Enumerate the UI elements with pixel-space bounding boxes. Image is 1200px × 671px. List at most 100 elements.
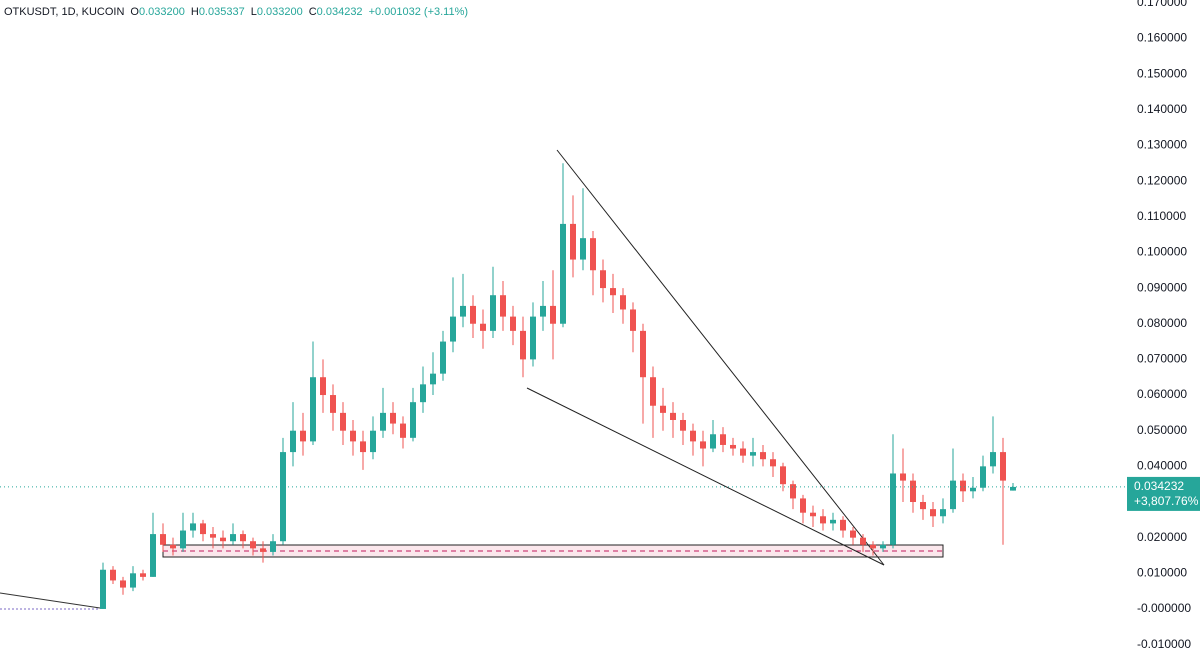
candle-body (250, 541, 256, 549)
wedge-lower-line (526, 387, 885, 566)
candle-body (950, 480, 956, 510)
candle-body (910, 480, 916, 503)
candle-body (590, 238, 596, 271)
last-price-label: 0.034232 (1134, 479, 1184, 493)
candle-body (370, 430, 376, 453)
y-tick-label: 0.020000 (1137, 530, 1187, 544)
candle-body (780, 466, 786, 485)
symbol: OTKUSDT, 1D, KUCOIN (4, 6, 124, 18)
candle-body (390, 412, 396, 424)
candle-body (920, 502, 926, 510)
candle-body (930, 509, 936, 517)
wedge-upper-line (556, 149, 885, 566)
price-axis: 0.170000 0.160000 0.150000 0.140000 0.130000… (1127, 0, 1200, 651)
ohlc-value: 0.035337 (199, 6, 245, 18)
y-tick-label: -0.010000 (1137, 637, 1191, 651)
candle-body (600, 270, 606, 289)
candle-body (770, 459, 776, 467)
ohlc-key: C (309, 6, 317, 18)
y-tick-label: 0.010000 (1137, 565, 1187, 579)
ohlc-key: L (251, 6, 257, 18)
candle-body (340, 412, 346, 431)
candle-body (140, 573, 146, 577)
candle-body (540, 305, 546, 317)
y-tick-label: 0.140000 (1137, 102, 1187, 116)
y-tick-label: 0.100000 (1137, 245, 1187, 259)
candle-body (120, 580, 126, 588)
ohlc-key: O (130, 6, 139, 18)
ohlc-value: 0.034232 (317, 6, 363, 18)
candle-body (870, 544, 876, 549)
change-label: +3,807.76% (1134, 494, 1199, 508)
candle-body (940, 509, 946, 517)
candle-body (560, 223, 566, 324)
y-tick-label: 0.050000 (1137, 423, 1187, 437)
candle-body (180, 530, 186, 549)
candle-body (890, 473, 896, 545)
candle-body (110, 569, 116, 581)
candle-body (710, 434, 716, 449)
candle-body (660, 405, 666, 413)
y-tick-label: 0.150000 (1137, 66, 1187, 80)
candle-body (480, 323, 486, 331)
candle-body (740, 448, 746, 456)
candle-body (970, 487, 976, 492)
candle-body (690, 430, 696, 442)
candle-body (300, 430, 306, 442)
last-price-box (1127, 476, 1200, 511)
candle-body (310, 377, 316, 442)
candle-body (170, 544, 176, 549)
candle-body (440, 341, 446, 374)
candle-body (610, 288, 616, 296)
candle-body (760, 452, 766, 460)
candle-body (350, 430, 356, 442)
candle-body (980, 466, 986, 488)
candle-body (750, 452, 756, 456)
candle-body (380, 412, 386, 431)
candle-body (280, 452, 286, 542)
candle-body (620, 295, 626, 310)
change: +0.001032 (+3.11%) (369, 6, 468, 18)
candle-body (500, 295, 506, 317)
candle-body (680, 419, 686, 431)
candle-body (960, 480, 966, 492)
candles (0, 163, 1127, 609)
candle-body (860, 537, 866, 545)
ohlc-value: 0.033200 (257, 6, 303, 18)
candle-body (570, 223, 576, 260)
candle-body (900, 473, 906, 481)
candle-body (880, 544, 886, 549)
candle-body (240, 534, 246, 542)
candle-body (830, 519, 836, 524)
candle-body (420, 384, 426, 403)
candle-body (400, 423, 406, 438)
ohlc-header: O 0.033200 H 0.035337 L 0.033200 C 0.034232 +0.0… (130, 6, 468, 18)
y-tick-label: 0.060000 (1137, 387, 1187, 401)
candle-body (510, 316, 516, 331)
candle-body (1010, 486, 1016, 491)
candle-body (210, 534, 216, 538)
trend-line (0, 592, 101, 609)
candle-body (470, 305, 476, 324)
y-tick-label: 0.110000 (1137, 209, 1186, 223)
candle-body (530, 316, 536, 360)
y-tick-label: -0.000000 (1137, 601, 1191, 615)
candle-body (260, 548, 266, 552)
candle-body (800, 498, 806, 513)
ohlc-key: H (191, 6, 199, 18)
candle-body (580, 238, 586, 260)
candle-body (100, 569, 106, 609)
candle-body (820, 516, 826, 524)
y-tick-label: 0.160000 (1137, 31, 1187, 45)
y-tick-label: 0.040000 (1137, 459, 1187, 473)
candle-body (190, 523, 196, 531)
candle-body (490, 295, 496, 331)
candle-body (630, 309, 636, 331)
candle-body (160, 534, 166, 545)
candle-body (270, 541, 276, 552)
candle-body (200, 523, 206, 535)
candle-body (640, 330, 646, 378)
y-tick-label: 0.070000 (1137, 352, 1187, 366)
y-tick-label: 0.170000 (1137, 0, 1187, 9)
